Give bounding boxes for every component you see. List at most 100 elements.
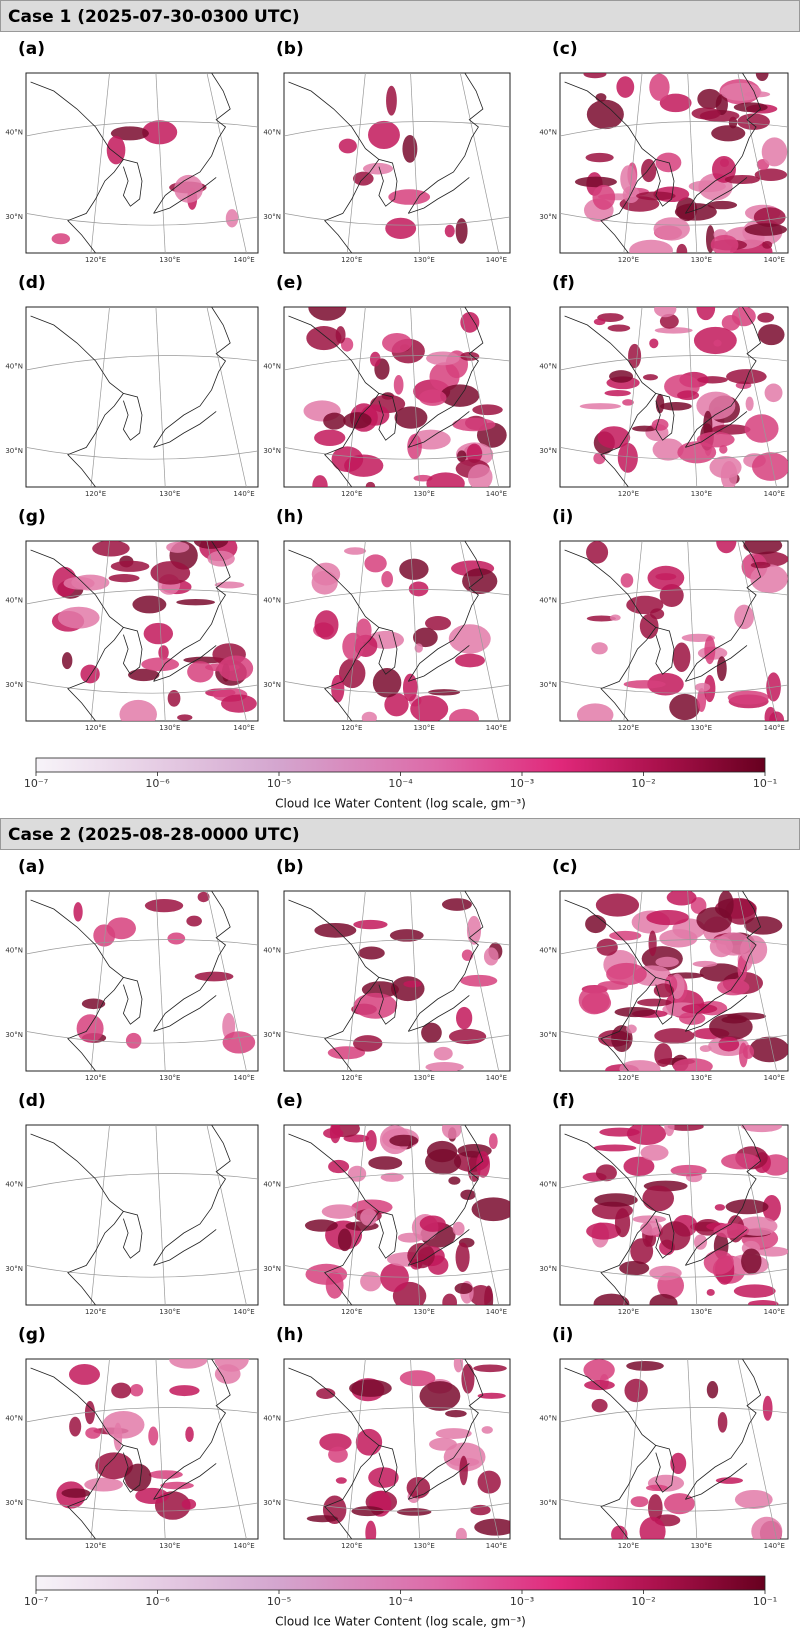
cloud-area xyxy=(342,632,364,661)
lat-grid xyxy=(26,939,258,955)
cloud-area xyxy=(640,1144,669,1161)
cloud-area xyxy=(360,1208,378,1226)
map-content xyxy=(26,1125,258,1305)
cloud-area xyxy=(186,915,202,927)
lat-label: 30°N xyxy=(539,213,557,221)
lat-grid xyxy=(284,355,510,371)
coastline xyxy=(685,541,762,682)
cloud-area xyxy=(706,1289,715,1296)
cloud-area xyxy=(355,1428,383,1456)
cloud-area xyxy=(703,1250,734,1275)
cloud-area xyxy=(734,1489,773,1510)
cloud-area xyxy=(734,604,754,630)
cloud-area xyxy=(368,1156,403,1170)
lon-grid xyxy=(687,541,698,721)
lon-label: 120°E xyxy=(618,724,639,732)
map-content xyxy=(560,73,788,253)
lon-label: 120°E xyxy=(85,256,106,264)
lon-label: 120°E xyxy=(618,1542,639,1550)
lon-grid xyxy=(410,1125,420,1305)
coastline xyxy=(288,81,380,253)
lon-label: 130°E xyxy=(691,256,712,264)
lat-label: 30°N xyxy=(263,681,281,689)
lon-label: 140°E xyxy=(486,724,507,732)
colorbar-tick-label: 10⁻⁵ xyxy=(267,777,291,790)
colorbar-tick-label: 10⁻² xyxy=(631,777,655,790)
panel-label: (h) xyxy=(276,507,304,527)
cloud-area xyxy=(692,960,718,968)
cloud-area xyxy=(456,1006,473,1030)
cloud-area xyxy=(639,613,659,639)
lon-grid xyxy=(346,541,366,721)
cloud-area xyxy=(84,1400,95,1425)
lat-label: 30°N xyxy=(5,213,23,221)
lat-label: 40°N xyxy=(5,946,23,954)
panel-label: (a) xyxy=(18,39,45,59)
cloud-area xyxy=(314,429,346,446)
coastline xyxy=(30,549,124,721)
coastline xyxy=(153,1463,217,1500)
cloud-area xyxy=(358,946,385,960)
cloud-area xyxy=(425,1061,464,1071)
lon-label: 130°E xyxy=(159,1074,180,1082)
cloud-area xyxy=(596,938,618,956)
lat-grid xyxy=(284,447,510,460)
lon-label: 130°E xyxy=(413,256,434,264)
cloud-area xyxy=(616,76,635,98)
coastline xyxy=(122,1445,143,1493)
cloud-area xyxy=(167,932,186,945)
cloud-area xyxy=(185,1426,194,1443)
lon-label: 140°E xyxy=(233,1308,254,1316)
coastline xyxy=(685,995,748,1032)
cloud-area xyxy=(672,642,691,672)
cloud-area xyxy=(477,1392,506,1399)
cloud-area xyxy=(724,174,760,185)
cloud-area xyxy=(586,1222,622,1240)
map-frame xyxy=(25,1124,259,1306)
panel-label: (b) xyxy=(276,39,304,59)
cloud-area xyxy=(353,992,398,1019)
lat-grid xyxy=(26,1265,258,1278)
lat-label: 30°N xyxy=(5,1031,23,1039)
lon-label: 140°E xyxy=(764,490,785,498)
cloud-area xyxy=(69,1416,82,1437)
lon-label: 140°E xyxy=(764,1074,785,1082)
lon-label: 120°E xyxy=(618,1074,639,1082)
cloud-area xyxy=(81,998,106,1010)
map-panel xyxy=(25,306,259,488)
lon-grid xyxy=(90,1125,110,1305)
map-panel xyxy=(283,72,511,254)
cloud-area xyxy=(619,1261,650,1276)
case-header xyxy=(0,0,800,32)
lon-grid xyxy=(206,1359,247,1539)
cloud-area xyxy=(619,1060,661,1071)
coastline xyxy=(122,977,143,1025)
cloud-area xyxy=(585,152,614,163)
lon-label: 120°E xyxy=(341,490,362,498)
lat-label: 40°N xyxy=(263,1414,281,1422)
lat-grid xyxy=(560,355,788,371)
cloud-area xyxy=(110,126,149,141)
cloud-area xyxy=(466,443,483,464)
panel-label: (c) xyxy=(552,857,578,877)
coastline xyxy=(153,541,231,682)
lat-label: 40°N xyxy=(539,946,557,954)
cloud-area xyxy=(696,907,732,933)
cloud-area xyxy=(749,1036,788,1063)
map-frame xyxy=(25,890,259,1072)
colorbar-tick-label: 10⁻³ xyxy=(510,1595,534,1608)
coastline xyxy=(685,177,748,214)
coastline xyxy=(655,627,675,675)
lat-label: 40°N xyxy=(539,362,557,370)
cloud-area xyxy=(670,1452,687,1475)
colorbar-tick-label: 10⁻¹ xyxy=(753,1595,777,1608)
cloud-area xyxy=(419,1215,446,1232)
lon-grid xyxy=(155,73,166,253)
coastline xyxy=(564,1367,657,1539)
lat-grid xyxy=(284,1265,510,1278)
lon-label: 140°E xyxy=(486,1074,507,1082)
cloud-area xyxy=(691,107,721,120)
cloud-area xyxy=(754,168,788,181)
cloud-area xyxy=(61,652,73,670)
cloud-area xyxy=(591,642,608,655)
